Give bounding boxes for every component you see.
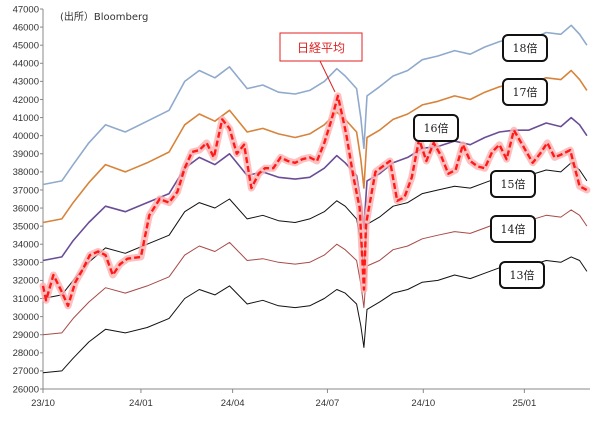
y-tick-label: 34000 [13,240,39,251]
series-label-box [502,34,548,62]
series-label: 18倍 [513,41,538,55]
y-tick-label: 45000 [13,40,39,51]
x-tick-label: 24/01 [129,398,153,409]
series-lines [39,24,591,374]
y-tick-label: 43000 [13,77,39,88]
series-labels: 18倍 17倍 16倍 15倍 14倍 13倍 日経平均 [279,32,548,289]
series-label-box [413,114,459,142]
x-tick-label: 23/10 [31,398,55,409]
x-tick-label: 24/07 [316,398,340,409]
series-label-box [499,261,545,289]
y-tick-label: 40000 [13,131,39,142]
series-label: 15倍 [501,177,526,191]
series-label: 17倍 [513,85,538,99]
y-tick-label: 42000 [13,95,39,106]
source-note: (出所）Bloomberg [60,10,148,23]
y-tick-label: 41000 [13,113,39,124]
y-tick-label: 31000 [13,294,39,305]
y-tick-label: 47000 [13,4,39,15]
y-tick-label: 46000 [13,22,39,33]
y-tick-label: 28000 [13,348,39,359]
x-tick-label: 24/04 [221,398,245,409]
series-label-box [502,78,548,106]
axes: 26000 27000 28000 29000 30000 31000 32000 33000… [13,4,590,409]
y-tick-label: 27000 [13,366,39,377]
y-tick-label: 39000 [13,149,39,160]
y-tick-label: 38000 [13,167,39,178]
series-label-box [490,215,536,243]
y-tick-label: 32000 [13,276,39,287]
y-tick-label: 36000 [13,203,39,214]
x-tick-label: 25/01 [512,398,536,409]
y-tick-label: 29000 [13,330,39,341]
y-tick-label: 35000 [13,221,39,232]
y-tick-label: 26000 [13,384,39,395]
series-label-box [490,170,536,198]
y-tick-label: 37000 [13,185,39,196]
y-tick-label: 33000 [13,258,39,269]
series-label: 14倍 [501,222,526,236]
x-tick-label: 24/10 [411,398,435,409]
series-label: 13倍 [510,268,535,282]
nikkei-callout-label: 日経平均 [297,41,345,55]
y-tick-label: 30000 [13,312,39,323]
nikkei-callout-pointer [319,60,336,93]
y-tick-label: 44000 [13,59,39,70]
series-label: 16倍 [424,121,449,135]
series-line [41,94,588,307]
nikkei-callout-box [279,32,363,62]
